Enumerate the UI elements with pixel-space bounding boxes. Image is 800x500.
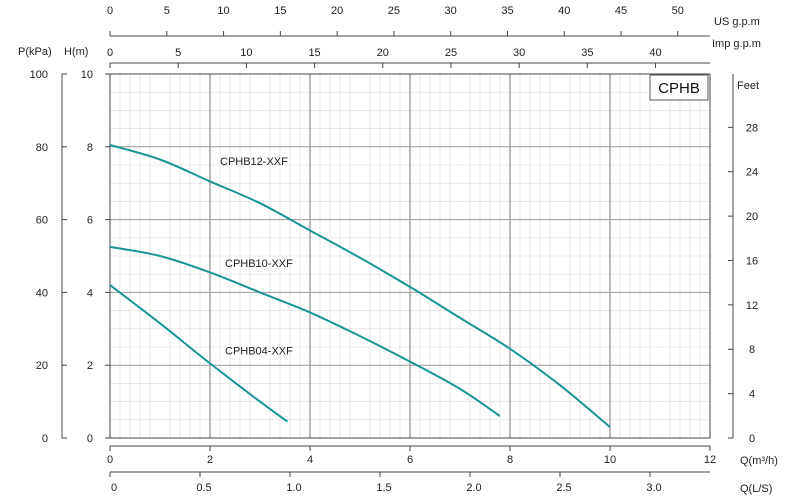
imp-gpm-axis-tick-label: 35 [581,47,593,59]
h-axis-tick-label: 10 [81,69,93,81]
curve-label-cphb12-xxf: CPHB12-XXF [220,156,288,168]
grid [110,74,710,438]
imp-gpm-axis-tick-label: 10 [240,47,252,59]
plot-border [109,73,711,439]
feet-axis-tick-label: 4 [749,389,755,401]
plot-frame [109,73,711,439]
imp-gpm-axis-tick-label: 15 [308,47,320,59]
imp-gpm-axis-tick-label: 5 [175,47,181,59]
curve-cphb10-xxf [109,245,501,418]
kpa-axis-tick-label: 0 [42,433,48,445]
us-gpm-axis-tick-label: 20 [331,5,343,17]
imp-gpm-axis-label: Imp g.p.m [712,38,761,50]
flow-m3h-axis-label: Q(m³/h) [740,455,778,467]
feet-axis-tick-label: 20 [746,211,758,223]
kpa-axis-tick-label: 100 [30,69,48,81]
m3h-axis-tick-label: 12 [704,454,716,466]
m3h-axis-tick-label: 0 [107,454,113,466]
pressure-axis-label: P(kPa) [18,46,52,58]
m3h-axis-tick-label: 8 [507,454,513,466]
us-gpm-axis-tick-label: 35 [501,5,513,17]
flow-ls-axis-label: Q(L/S) [740,483,772,495]
ls-axis-tick-label: 2.5 [556,482,571,494]
us-gpm-axis-tick-label: 0 [107,5,113,17]
m3h-axis-tick-label: 4 [307,454,313,466]
feet-axis-label: Feet [737,80,759,92]
h-axis-tick-label: 0 [87,433,93,445]
us-gpm-axis-tick-label: 25 [388,5,400,17]
us-gpm-axis-tick-label: 10 [217,5,229,17]
us-gpm-axis-tick-label: 45 [615,5,627,17]
curve-cphb12-xxf [109,144,611,428]
feet-axis-tick-label: 0 [749,433,755,445]
curves [109,144,611,428]
chart-title: CPHB [658,80,700,97]
h-axis-tick-label: 4 [87,287,93,299]
kpa-axis-tick-label: 80 [36,142,48,154]
h-axis-tick-label: 8 [87,142,93,154]
curve-cphb04-xxf [109,284,289,423]
feet-axis-tick-label: 28 [746,122,758,134]
us-gpm-axis-tick-label: 30 [445,5,457,17]
us-gpm-axis-label: US g.p.m [714,16,760,28]
ls-axis-tick-label: 0.5 [196,482,211,494]
ls-axis-tick-label: 2.0 [466,482,481,494]
us-gpm-axis-tick-label: 50 [672,5,684,17]
kpa-axis-tick-label: 40 [36,287,48,299]
ls-axis-tick-label: 1.0 [286,482,301,494]
model-badge-box [649,74,709,101]
imp-gpm-axis-tick-label: 0 [107,47,113,59]
ls-axis-tick-label: 0 [111,482,117,494]
imp-gpm-axis-tick-label: 30 [513,47,525,59]
imp-gpm-axis-tick-label: 25 [445,47,457,59]
imp-gpm-axis-tick-label: 40 [649,47,661,59]
model-badge: CPHB [649,74,709,101]
us-gpm-axis-tick-label: 15 [274,5,286,17]
kpa-axis-tick-label: 20 [36,360,48,372]
feet-axis-tick-label: 8 [749,344,755,356]
us-gpm-axis-tick-label: 40 [558,5,570,17]
h-axis-tick-label: 6 [87,215,93,227]
m3h-axis-tick-label: 10 [604,454,616,466]
kpa-axis-tick-label: 60 [36,215,48,227]
m3h-axis-tick-label: 2 [207,454,213,466]
curve-label-cphb04-xxf: CPHB04-XXF [225,345,293,357]
curve-label-cphb10-xxf: CPHB10-XXF [225,258,293,270]
feet-axis-tick-label: 12 [746,300,758,312]
curve-labels: CPHB12-XXF CPHB10-XXF CPHB04-XXF [220,156,293,357]
ls-axis-tick-label: 1.5 [376,482,391,494]
h-axis-tick-label: 2 [87,360,93,372]
feet-axis-tick-label: 16 [746,255,758,267]
us-gpm-axis-tick-label: 5 [164,5,170,17]
m3h-axis-tick-label: 6 [407,454,413,466]
feet-axis-tick-label: 24 [746,167,758,179]
ls-axis-tick-label: 3.0 [646,482,661,494]
head-axis-label: H(m) [64,46,88,58]
imp-gpm-axis-tick-label: 20 [377,47,389,59]
